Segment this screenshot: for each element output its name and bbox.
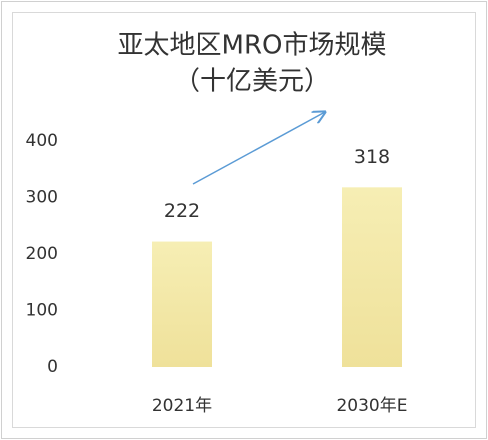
chart-title: 亚太地区MRO市场规模 — [118, 31, 387, 61]
y-tick-label: 0 — [47, 357, 58, 377]
y-tick-label: 200 — [26, 244, 58, 264]
value-label: 222 — [164, 200, 200, 222]
bar — [152, 241, 212, 367]
inner-frame — [12, 12, 476, 428]
trend-arrow — [192, 112, 325, 185]
y-tick-label: 300 — [26, 188, 58, 208]
bar — [342, 187, 402, 367]
x-tick-label: 2021年 — [152, 396, 212, 416]
x-tick-label: 2030年E — [336, 396, 407, 416]
y-tick-label: 100 — [26, 301, 58, 321]
y-tick-label: 400 — [26, 131, 58, 151]
chart-subtitle: （十亿美元） — [174, 67, 330, 97]
value-label: 318 — [354, 146, 390, 168]
